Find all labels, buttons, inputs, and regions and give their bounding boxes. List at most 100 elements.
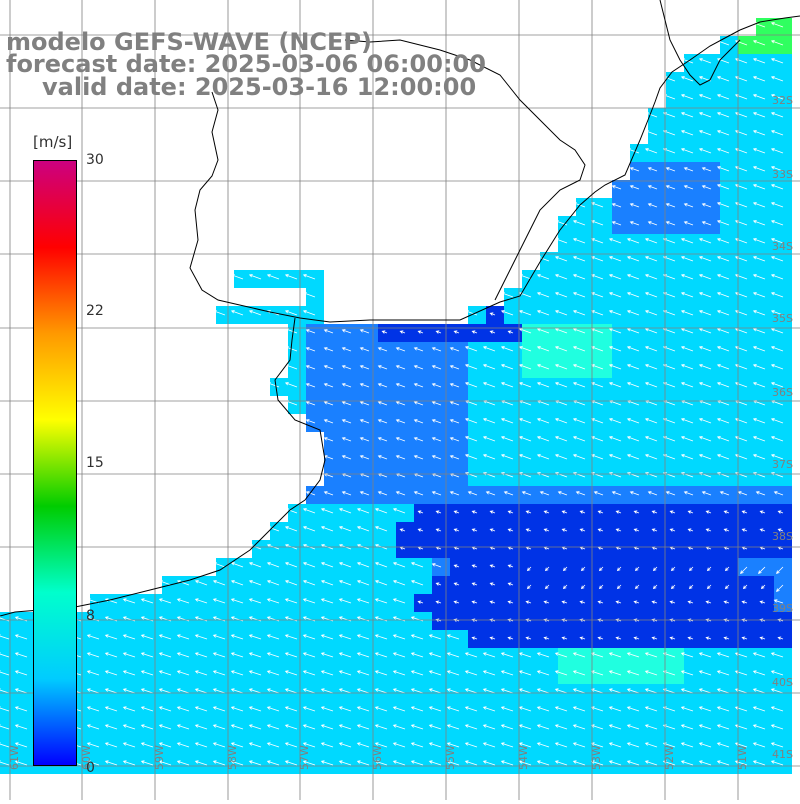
wind-arrow: [489, 330, 496, 334]
wind-arrow: [392, 706, 406, 712]
wind-arrow: [536, 274, 550, 280]
wind-arrow: [14, 706, 28, 712]
wind-arrow: [86, 760, 100, 766]
wind-arrow: [752, 94, 766, 100]
wind-arrow: [86, 706, 100, 712]
wind-arrow: [431, 347, 442, 352]
wind-arrow: [716, 148, 730, 154]
wind-arrow: [698, 238, 712, 244]
wind-arrow: [341, 401, 352, 406]
colorbar-tick-22: 22: [86, 303, 104, 319]
wind-arrow: [356, 742, 370, 748]
wind-arrow: [752, 418, 766, 424]
wind-arrow: [464, 418, 478, 424]
wind-arrow: [14, 760, 28, 766]
wind-arrow: [770, 148, 784, 154]
wind-arrow: [680, 58, 694, 64]
wind-arrow: [356, 706, 370, 712]
wind-arrow: [212, 562, 226, 568]
wind-arrow: [680, 382, 694, 388]
wind-arrow: [471, 600, 478, 604]
wind-arrow: [0, 760, 10, 766]
wind-arrow: [453, 330, 460, 334]
wind-arrow: [392, 688, 406, 694]
wind-arrow: [302, 760, 316, 766]
wind-arrow: [770, 292, 784, 298]
wind-arrow: [543, 528, 550, 532]
wind-arrow: [741, 510, 748, 514]
wind-arrow: [734, 706, 748, 712]
wind-arrow: [428, 688, 442, 694]
latitude-label: 41S: [772, 748, 793, 761]
wind-arrow: [338, 562, 352, 568]
wind-arrow: [518, 418, 532, 424]
wind-arrow: [723, 600, 730, 604]
wind-arrow: [140, 760, 154, 766]
wind-arrow: [453, 564, 460, 568]
wind-arrow: [467, 491, 478, 496]
wind-arrow: [302, 688, 316, 694]
wind-arrow: [158, 598, 172, 604]
wind-arrow: [626, 418, 640, 424]
wind-arrow: [629, 203, 640, 208]
wind-arrow: [554, 436, 568, 442]
wind-arrow: [608, 724, 622, 730]
wind-arrow: [338, 670, 352, 676]
wind-arrow: [449, 401, 460, 406]
wind-arrow: [374, 580, 388, 586]
wind-arrow: [320, 634, 334, 640]
wind-arrow: [323, 329, 334, 334]
wind-arrow: [392, 508, 406, 514]
wind-arrow: [752, 688, 766, 694]
wind-arrow: [399, 528, 406, 532]
wind-arrow: [716, 112, 730, 118]
wind-arrow: [230, 598, 244, 604]
wind-arrow: [608, 742, 622, 748]
wind-arrow: [176, 688, 190, 694]
wind-arrow: [608, 688, 622, 694]
wind-arrow: [392, 724, 406, 730]
wind-arrow: [104, 670, 118, 676]
model-title: modelo GEFS-WAVE (NCEP): [6, 28, 372, 56]
wind-arrow: [608, 292, 622, 298]
wind-arrow: [752, 256, 766, 262]
wind-arrow: [554, 724, 568, 730]
wind-arrow: [323, 491, 334, 496]
wind-arrow: [752, 220, 766, 226]
wind-arrow: [579, 510, 586, 514]
wind-arrow: [431, 419, 442, 424]
wind-arrow: [230, 724, 244, 730]
wind-arrow: [752, 760, 766, 766]
wind-arrow: [525, 600, 532, 604]
wind-arrow: [212, 580, 226, 586]
wind-arrow: [86, 670, 100, 676]
wind-arrow: [701, 203, 712, 208]
wind-arrow: [356, 652, 370, 658]
wind-arrow: [410, 580, 424, 586]
wind-arrow: [122, 760, 136, 766]
wind-arrow: [341, 383, 352, 388]
wind-arrow: [500, 310, 514, 316]
wind-arrow: [377, 401, 388, 406]
wind-arrow: [284, 328, 298, 334]
wind-arrow: [742, 584, 748, 590]
wind-arrow: [122, 742, 136, 748]
wind-arrow: [435, 582, 442, 586]
wind-arrow: [0, 706, 10, 712]
wind-arrow: [230, 580, 244, 586]
wind-arrow: [320, 652, 334, 658]
wind-arrow: [341, 419, 352, 424]
wind-arrow: [446, 706, 460, 712]
wind-arrow: [428, 634, 442, 640]
wind-arrow: [680, 436, 694, 442]
wind-arrow: [417, 528, 424, 532]
wind-arrow: [777, 636, 784, 640]
wind-arrow: [683, 203, 694, 208]
wind-arrow: [752, 148, 766, 154]
wind-arrow: [338, 724, 352, 730]
wind-arrow: [302, 526, 316, 532]
wind-arrow: [464, 688, 478, 694]
wind-arrow: [608, 274, 622, 280]
wind-arrow: [395, 491, 406, 496]
wind-arrow: [194, 760, 208, 766]
